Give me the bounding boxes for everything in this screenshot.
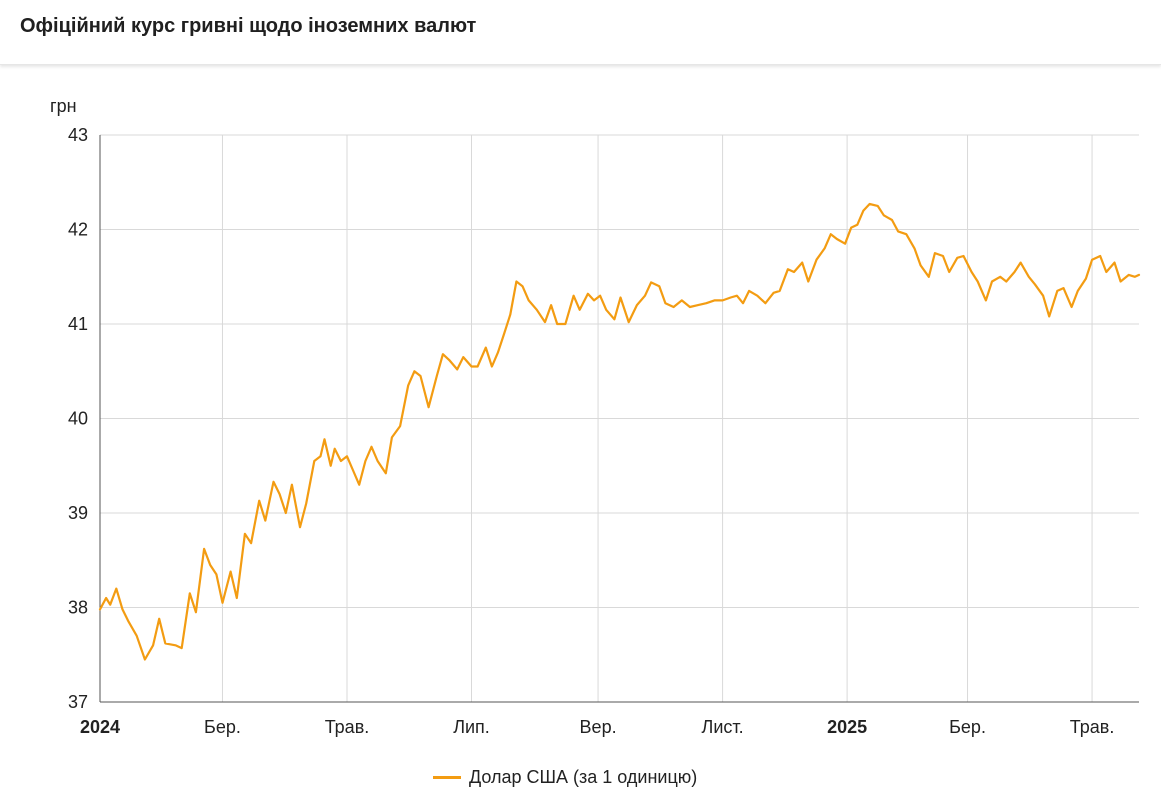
legend-label: Долар США (за 1 одиницю)	[469, 766, 698, 787]
legend[interactable]: Долар США (за 1 одиницю)	[433, 765, 697, 789]
y-tick-label: 41	[68, 314, 88, 334]
y-tick-labels: 37 38 39 40 41 42 43	[68, 125, 88, 712]
chart-header: Офіційний курс гривні щодо іноземних вал…	[0, 0, 1161, 65]
y-tick-label: 42	[68, 220, 88, 240]
page-title: Офіційний курс гривні щодо іноземних вал…	[20, 15, 477, 37]
x-tick-label: 2025	[827, 717, 867, 737]
y-axis-unit-label: грн	[50, 96, 77, 116]
x-tick-label: Трав.	[325, 717, 370, 737]
y-tick-label: 38	[68, 598, 88, 618]
x-tick-label: Бер.	[204, 717, 241, 737]
y-tick-label: 39	[68, 503, 88, 523]
x-tick-labels: 2024 Бер. Трав. Лип. Вер. Лист. 2025 Бер. Трав.	[80, 717, 1114, 737]
series-lines	[98, 202, 1141, 661]
x-tick-label: Лист.	[702, 717, 744, 737]
legend-swatch	[433, 775, 461, 779]
x-tick-label: Бер.	[949, 717, 986, 737]
x-tick-label: Трав.	[1070, 717, 1115, 737]
y-tick-label: 40	[68, 409, 88, 429]
series-line-usd	[98, 202, 1141, 661]
y-tick-label: 37	[68, 692, 88, 712]
x-tick-label: Вер.	[580, 717, 617, 737]
x-tick-label: Лип.	[453, 717, 490, 737]
y-tick-label: 43	[68, 125, 88, 145]
grid-lines	[100, 134, 1139, 702]
x-tick-label: 2024	[80, 717, 120, 737]
